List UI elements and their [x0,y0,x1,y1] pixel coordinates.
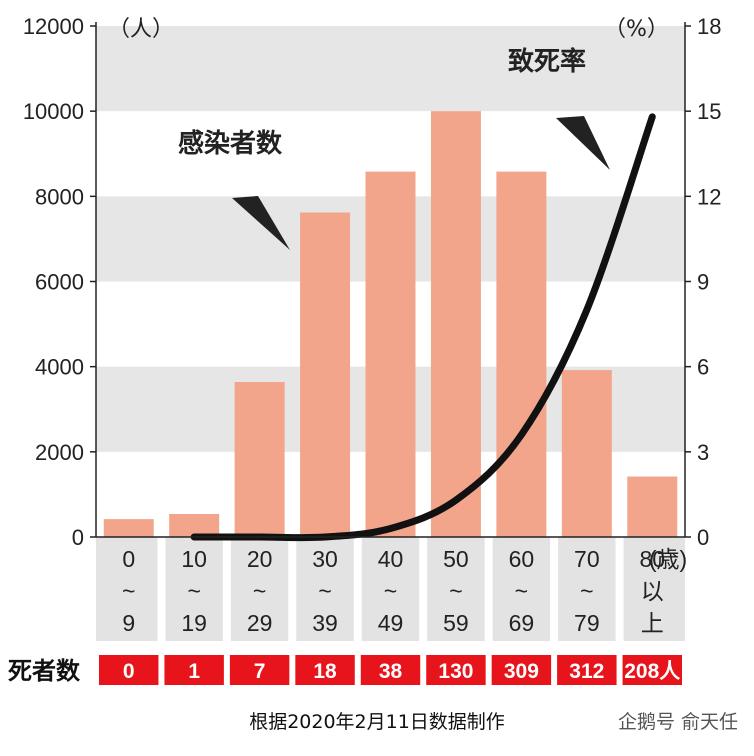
caption: 根据2020年2月11日数据制作 [249,711,505,733]
bar-3 [300,212,351,537]
category-label-5-0: 50 [443,546,469,572]
axes: 0 2000 4000 6000 8000 10000 12000 0 3 6 9 12 15 18 （人）… [23,14,722,550]
category-label-7-1: ~ [580,578,593,604]
right-tick-label-1: 3 [697,440,709,465]
category-label-8-1: 以 [641,578,664,604]
category-label-6-0: 60 [509,546,535,572]
category-label-4-0: 40 [378,546,404,572]
category-label-4-2: 49 [378,610,404,636]
deaths-row: 死者数 0 1 7 18 38 130 309 312 208人 [8,655,682,685]
category-label-3-0: 30 [312,546,338,572]
category-label-0-0: 0 [122,546,135,572]
bar-1 [169,514,220,537]
x-unit-label: (歳) [649,546,687,572]
category-label-1-0: 10 [181,546,207,572]
deaths-value-2: 7 [254,660,266,683]
category-label-6-1: ~ [515,578,528,604]
bar-2 [234,381,285,537]
deaths-value-7: 312 [569,660,604,683]
deaths-value-3: 18 [313,660,337,683]
bar-4 [365,171,416,537]
category-label-2-2: 29 [247,610,273,636]
category-label-7-0: 70 [574,546,600,572]
grid-band [96,26,685,112]
watermark: 企鹅号 俞天任 [617,711,738,733]
category-label-8-2: 上 [641,610,664,636]
bar-7 [561,370,612,537]
left-tick-label-4: 8000 [35,184,84,209]
right-tick-label-4: 12 [697,184,721,209]
category-label-3-2: 39 [312,610,338,636]
right-axis-unit: （%） [604,17,669,42]
series-label-cases: 感染者数 [178,129,283,159]
deaths-value-0: 0 [123,660,135,683]
left-tick-label-3: 6000 [35,270,84,295]
deaths-value-1: 1 [188,660,200,683]
deaths-cell-5 [426,655,486,685]
deaths-value-8: 208人 [624,660,680,683]
left-tick-label-6: 12000 [23,14,84,39]
deaths-cell-6 [491,655,552,685]
left-tick-label-1: 2000 [35,440,84,465]
deaths-cell-1 [164,655,224,685]
bars [103,111,678,538]
chart: 0~910~1920~2930~3940~4950~5960~6970~7980… [8,14,722,685]
right-tick-label-3: 9 [697,270,709,295]
deaths-cell-7 [557,655,617,685]
deaths-value-6: 309 [504,660,539,683]
deaths-row-label: 死者数 [8,657,81,685]
category-label-0-1: ~ [122,578,135,604]
category-label-6-2: 69 [509,610,535,636]
bar-0 [103,519,154,537]
right-tick-label-2: 6 [697,355,709,380]
callout-pointer-fatality [556,116,610,170]
category-label-5-1: ~ [449,578,462,604]
category-label-7-2: 79 [574,610,600,636]
deaths-cell-8 [622,655,682,685]
left-tick-label-5: 10000 [23,99,84,124]
category-label-4-1: ~ [384,578,397,604]
deaths-cell-0 [99,655,159,685]
deaths-cell-2 [229,655,290,685]
left-tick-label-2: 4000 [35,355,84,380]
deaths-cell-3 [295,655,355,685]
annotations: 感染者数 致死率 [178,46,610,250]
deaths-value-5: 130 [438,660,473,683]
category-band-bg [96,537,685,641]
left-axis-unit: （人） [108,17,174,42]
category-label-1-1: ~ [187,578,200,604]
deaths-value-4: 38 [379,660,403,683]
bar-5 [430,111,481,538]
deaths-cell-4 [360,655,421,685]
series-label-fatality: 致死率 [508,46,586,77]
category-label-8-0: 80 [639,546,665,572]
category-label-3-1: ~ [318,578,331,604]
category-label-5-2: 59 [443,610,469,636]
category-band: 0 ~9 10 ~19 20 ~29 30 ~39 40 ~49 50 ~59 60 ~69 70 ~79 80… [96,537,687,641]
category-label-2-0: 20 [247,546,273,572]
callout-pointer-cases [232,196,290,250]
category-label-2-1: ~ [253,578,266,604]
right-tick-label-5: 15 [697,99,721,124]
right-tick-label-6: 18 [697,14,721,39]
category-label-0-2: 9 [122,610,135,636]
category-label-1-2: 19 [181,610,207,636]
left-tick-label-0: 0 [72,525,84,550]
right-tick-label-0: 0 [697,525,709,550]
bar-8 [627,476,678,537]
bar-6 [496,171,547,537]
